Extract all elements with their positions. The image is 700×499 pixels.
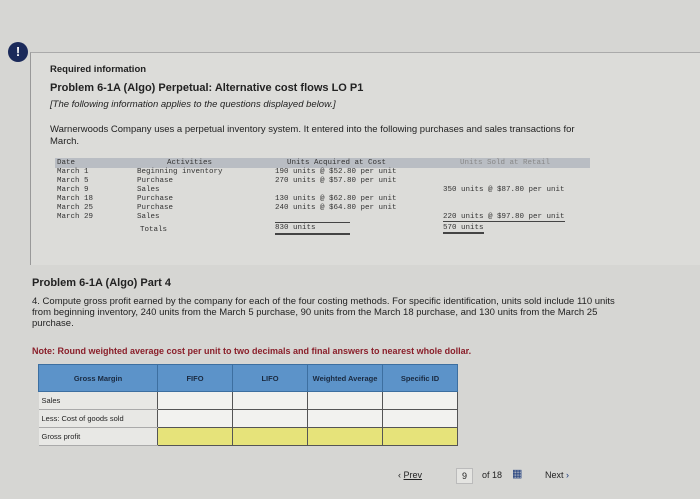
page-number[interactable]: 9 xyxy=(456,468,474,484)
inventory-activity: Sales xyxy=(137,213,160,221)
sales-specific-input[interactable] xyxy=(382,391,458,410)
inventory-activity: Beginning inventory xyxy=(137,168,223,176)
sales-label: Sales xyxy=(38,391,158,410)
cogs-wa-input[interactable] xyxy=(307,409,383,428)
rounding-note: Note: Round weighted average cost per un… xyxy=(32,346,472,356)
inventory-activity: Purchase xyxy=(137,204,174,212)
gp-wa-input[interactable] xyxy=(307,427,383,446)
gp-fifo-input[interactable] xyxy=(157,427,233,446)
info-note: [The following information applies to th… xyxy=(50,99,336,110)
totals-label: Totals xyxy=(140,226,168,234)
sales-fifo-input[interactable] xyxy=(157,391,233,410)
prev-button[interactable]: ‹ Prev xyxy=(398,470,422,480)
inventory-date: March 5 xyxy=(57,177,89,185)
intro-paragraph: Warnerwoods Company uses a perpetual inv… xyxy=(50,124,575,147)
next-button[interactable]: Next › xyxy=(545,470,569,480)
total-sold: 570 units xyxy=(443,224,484,234)
inventory-row: March 29 Sales 220 units @ $97.80 per unit xyxy=(55,213,590,222)
sales-lifo-input[interactable] xyxy=(232,391,308,410)
inventory-activity: Purchase xyxy=(137,195,174,203)
gross-margin-table: Gross Margin FIFO LIFO Weighted Average … xyxy=(38,364,458,446)
inventory-acquired: 190 units @ $52.80 per unit xyxy=(275,168,397,176)
inventory-sold: 350 units @ $87.80 per unit xyxy=(443,186,565,194)
page-count: of 18 xyxy=(482,470,503,480)
total-acquired: 830 units xyxy=(275,222,350,235)
col-sold: Units Sold at Retail xyxy=(460,159,551,167)
problem-title: Problem 6-1A (Algo) Perpetual: Alternati… xyxy=(50,82,364,94)
grid-icon[interactable]: ▦ xyxy=(512,468,523,480)
specific-id-header: Specific ID xyxy=(382,364,458,392)
gross-profit-label: Gross profit xyxy=(38,427,158,446)
inventory-date: March 29 xyxy=(57,213,94,221)
inventory-activity: Purchase xyxy=(137,177,174,185)
cogs-lifo-input[interactable] xyxy=(232,409,308,428)
col-acquired: Units Acquired at Cost xyxy=(287,159,387,167)
alert-icon: ! xyxy=(8,42,28,62)
inventory-row: March 5 Purchase 270 units @ $57.80 per un… xyxy=(55,177,590,186)
chevron-right-icon: › xyxy=(566,470,570,480)
inventory-activity: Sales xyxy=(137,186,160,194)
inventory-date: March 18 xyxy=(57,195,94,203)
col-activities: Activities xyxy=(167,159,213,167)
question-text: 4. Compute gross profit earned by the co… xyxy=(32,296,615,329)
weighted-average-header: Weighted Average xyxy=(307,364,383,392)
inventory-date: March 25 xyxy=(57,204,94,212)
inventory-acquired: 270 units @ $57.80 per unit xyxy=(275,177,397,185)
sales-wa-input[interactable] xyxy=(307,391,383,410)
inventory-row: March 9 Sales 350 units @ $87.80 per unit xyxy=(55,186,590,195)
totals-row: Totals 830 units 570 units xyxy=(55,222,590,236)
part-title: Problem 6-1A (Algo) Part 4 xyxy=(32,277,171,289)
inventory-row: March 1 Beginning inventory 190 units @ $5… xyxy=(55,168,590,177)
inventory-sold: 220 units @ $97.80 per unit xyxy=(443,213,565,222)
cogs-specific-input[interactable] xyxy=(382,409,458,428)
inventory-table: Date Activities Units Acquired at Cost U… xyxy=(55,158,590,236)
required-info-label: Required information xyxy=(50,64,147,75)
inventory-row: March 25 Purchase 240 units @ $64.80 per u… xyxy=(55,204,590,213)
chevron-left-icon: ‹ xyxy=(398,470,401,480)
next-label: Next xyxy=(545,470,564,480)
inventory-date: March 1 xyxy=(57,168,89,176)
inventory-acquired: 130 units @ $62.80 per unit xyxy=(275,195,397,203)
inventory-acquired: 240 units @ $64.80 per unit xyxy=(275,204,397,212)
col-date: Date xyxy=(57,159,76,167)
inventory-header: Date Activities Units Acquired at Cost U… xyxy=(55,158,590,168)
inventory-date: March 9 xyxy=(57,186,89,194)
lifo-header: LIFO xyxy=(232,364,308,392)
gp-specific-input[interactable] xyxy=(382,427,458,446)
cogs-fifo-input[interactable] xyxy=(157,409,233,428)
gp-lifo-input[interactable] xyxy=(232,427,308,446)
cogs-label: Less: Cost of goods sold xyxy=(38,409,158,428)
fifo-header: FIFO xyxy=(157,364,233,392)
inventory-row: March 18 Purchase 130 units @ $62.80 per u… xyxy=(55,195,590,204)
gm-header: Gross Margin xyxy=(38,364,158,392)
prev-label: Prev xyxy=(403,470,423,480)
